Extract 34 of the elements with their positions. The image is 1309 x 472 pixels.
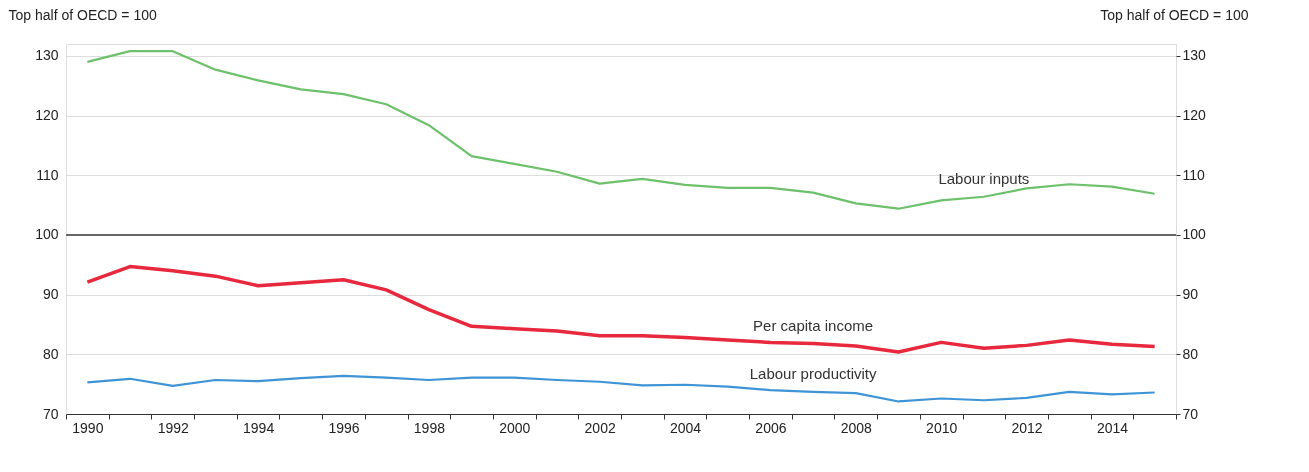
x-tick-label: 2010 (926, 419, 958, 436)
y-tick-label: 110 (36, 166, 59, 183)
y2-tick-label: 80 (1182, 345, 1199, 362)
y2-tick-label: 100 (1182, 226, 1207, 243)
series-label: Per capita income (753, 316, 874, 334)
x-tick-label: 2000 (499, 419, 531, 436)
y-tick-label: 100 (35, 226, 59, 243)
x-tick-label: 2004 (669, 419, 702, 436)
y2-tick-label: 130 (1182, 47, 1207, 64)
y2-tick-label: 110 (1182, 166, 1206, 183)
x-tick-label: 2006 (755, 419, 787, 436)
series-label: Labour productivity (749, 364, 877, 382)
y2-tick-label: 90 (1182, 286, 1199, 303)
y-tick-label: 90 (42, 286, 59, 303)
x-tick-label: 1998 (413, 419, 446, 436)
x-tick-label: 1994 (243, 419, 275, 436)
x-tick-label: 1996 (328, 419, 360, 436)
x-tick-label: 1990 (72, 419, 104, 436)
y2-tick-label: 120 (1182, 107, 1207, 124)
y2-axis-title: Top half of OECD = 100 (1100, 6, 1249, 23)
x-tick-label: 2012 (1011, 419, 1043, 436)
x-tick-label: 2014 (1096, 419, 1129, 436)
line-series (86, 50, 1156, 210)
x-tick-label: 2002 (584, 419, 616, 436)
x-tick-label: 1992 (157, 419, 190, 436)
line-series (85, 264, 1157, 354)
y-tick-label: 80 (42, 345, 59, 362)
y2-tick-label: 70 (1182, 405, 1199, 422)
y-tick-label: 130 (35, 47, 59, 64)
x-tick-label: 2008 (840, 419, 873, 436)
series-label: Labour inputs (938, 169, 1030, 187)
y-axis-title: Top half of OECD = 100 (8, 6, 157, 23)
y-tick-label: 70 (42, 405, 59, 422)
y-tick-label: 120 (35, 107, 59, 124)
